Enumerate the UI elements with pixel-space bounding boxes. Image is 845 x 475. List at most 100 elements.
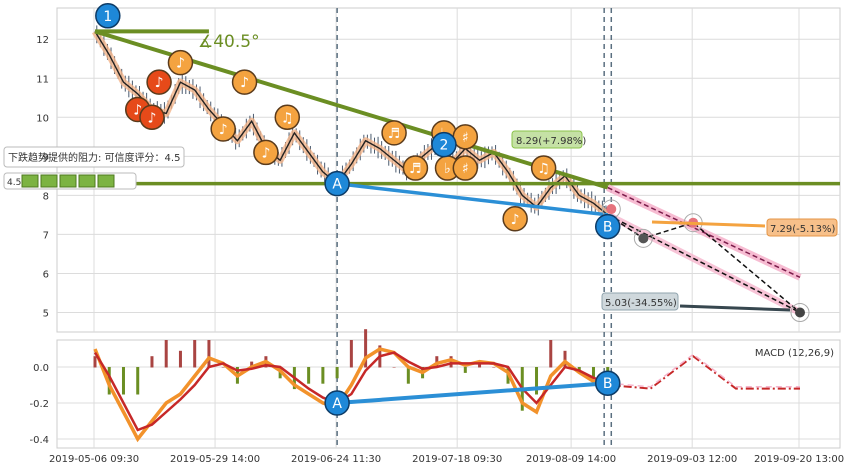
x-tick-label: 2019-06-24 11:30 [291,454,381,465]
target-up-label: 8.29(+7.98%) [516,136,586,147]
macd-marker-label: A [332,396,342,412]
x-tick-label: 2019-09-03 12:00 [647,454,737,465]
angle-label: ∡40.5° [198,32,260,52]
macd-hist-bar [321,367,325,384]
projection-upper-line [607,186,801,279]
target-low-label: 5.03(-34.55%) [605,298,677,309]
target-low-arrow [679,304,791,312]
macd-line [93,347,609,443]
macd-hist-bar [121,367,125,395]
x-tick-label: 2019-05-29 14:00 [170,454,260,465]
note-glyph: ♬ [409,161,422,177]
score-star-icon [78,174,96,188]
macd-hist-bar [164,340,168,368]
note-badge-icon [146,69,172,95]
projection-point [638,233,649,244]
macd-title: MACD (12,26,9) [755,348,834,359]
y-tick-label: 12 [36,35,49,46]
macd-hist-bar [250,361,254,368]
target-low-box [601,292,679,311]
macd-hist-bar [606,367,610,373]
note-glyph: ♪ [261,145,270,161]
note-badge-icon [502,206,528,232]
marker-circle [594,213,621,240]
projection-lower-line [607,214,801,314]
y-tick-label: 6 [43,269,49,280]
macd-hist-bar [178,350,182,368]
note-glyph: ♪ [511,212,520,228]
target-mid-arrow [651,220,766,228]
projection-point-ring [633,228,653,248]
note-badge-icon [530,155,557,181]
projection-point [795,307,805,318]
score-text: 4.5 [7,178,21,188]
macd-hist-bar [150,356,154,368]
note-glyph: ♪ [240,75,249,91]
macd-hist-bar [492,367,496,368]
x-tick-label: 2019-09-20 13:00 [754,454,844,465]
note-glyph: ♬ [388,126,401,142]
macd-hist-bar [535,367,539,395]
y-tick-label: 11 [36,74,49,85]
score-star-icon [97,174,115,188]
x-tick-label: 2019-05-06 09:30 [49,454,139,465]
marker-circle [431,131,457,158]
macd-hist-bar [349,340,353,368]
macd-projection-line-2 [607,353,800,388]
projection-target-line [607,214,801,314]
marker-label: B [603,220,613,236]
macd-hist-bar [449,356,453,368]
macd-hist-bar [392,367,396,368]
macd-hist-bar [93,356,97,368]
marker-label: 2 [439,138,448,154]
note-glyph: ♫ [281,110,294,126]
note-glyph: ♪ [155,75,164,91]
macd-tick-label: -0.2 [29,399,49,410]
note-badge-icon [253,139,279,166]
y-tick-label: 8 [43,191,49,202]
price-line [94,31,609,216]
projection-point-ring [790,302,810,322]
macd-hist-bar [136,367,140,395]
score-star-icon [21,174,39,188]
score-star-icon [40,174,58,188]
macd-hist-bar [406,367,410,384]
macd-tick-label: -0.4 [29,435,49,446]
macd-hist-bar [335,367,339,379]
macd-marker-circle [594,370,621,396]
macd-hist-bar [221,367,225,368]
y-tick-label: 7 [43,230,49,241]
tick-layer: 2019-05-06 09:30 2019-05-29 14:00 2019-06-… [29,35,844,465]
note-glyph: ♪ [133,102,142,118]
macd-marker-label: B [603,376,613,392]
macd-marker-circle [324,390,350,416]
macd-hist-bar [463,367,467,373]
score-star-icon [59,174,77,188]
x-tick-label: 2019-07-18 09:30 [412,454,502,465]
macd-hist-bar [364,329,368,368]
marker-circle [324,170,350,197]
note-badge-icon [139,104,165,131]
note-glyph: ♯ [462,130,469,146]
resistance-tooltip-box [3,146,185,168]
note-badge-icon [210,116,236,142]
target-mid-label: 7.29(-5.13%) [770,224,836,235]
marker-label: A [332,177,342,193]
macd-hist-bar [563,350,567,368]
note-badge-icon [402,155,429,181]
target-mid-box [766,218,838,237]
macd-hist-bar [591,367,595,379]
note-glyph: ♪ [148,110,157,126]
support-line [336,181,608,217]
note-glyph: ♪ [219,122,228,138]
note-badge-icon [167,49,194,76]
macd-projection-line [607,354,800,390]
note-badge-icon [452,155,479,181]
marker-circle [95,3,121,29]
note-glyph: ♫ [537,161,550,177]
note-glyph: ♭ [444,161,451,177]
target-up-box [511,130,583,149]
